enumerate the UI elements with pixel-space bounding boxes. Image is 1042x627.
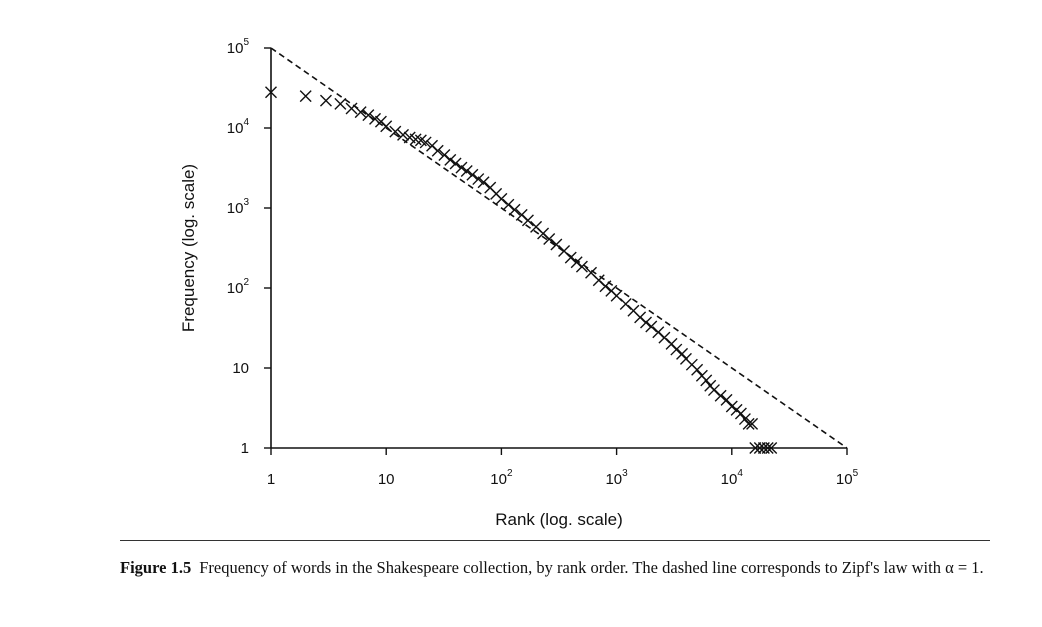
x-axis-title: Rank (log. scale) bbox=[495, 510, 623, 529]
axes bbox=[270, 48, 847, 449]
data-point bbox=[502, 198, 515, 211]
y-tick-label: 105 bbox=[227, 37, 250, 57]
caption-text: Frequency of words in the Shakespeare co… bbox=[199, 558, 984, 577]
data-point bbox=[362, 109, 375, 122]
x-tick-label: 105 bbox=[836, 468, 859, 488]
data-point bbox=[495, 192, 508, 205]
data-point bbox=[460, 165, 473, 178]
chart: 1 10 102 103 104 105 1 10 102 103 104 105 Rank (lo… bbox=[179, 37, 859, 529]
data-point bbox=[742, 417, 755, 430]
x-tick-label: 102 bbox=[490, 468, 513, 488]
caption-rule bbox=[120, 540, 990, 541]
data-point bbox=[521, 214, 534, 227]
x-tick-label: 103 bbox=[605, 468, 628, 488]
x-tick-label: 1 bbox=[267, 471, 275, 488]
data-point bbox=[640, 316, 653, 329]
data-point bbox=[550, 238, 563, 251]
data-point bbox=[409, 133, 422, 146]
data-point bbox=[334, 97, 347, 110]
data-point bbox=[746, 417, 759, 430]
y-axis-title: Frequency (log. scale) bbox=[179, 164, 198, 332]
data-point bbox=[738, 413, 751, 426]
data-point bbox=[380, 120, 393, 133]
y-tick-label: 10 bbox=[232, 360, 249, 377]
data-point bbox=[700, 374, 713, 387]
y-tick-label: 103 bbox=[227, 197, 250, 217]
data-point bbox=[472, 173, 485, 186]
data-point bbox=[676, 347, 689, 360]
data-point bbox=[449, 157, 462, 170]
data-point bbox=[734, 407, 747, 420]
data-point bbox=[707, 384, 720, 397]
data-point bbox=[455, 161, 468, 174]
data-point bbox=[508, 203, 521, 216]
data-point bbox=[444, 153, 457, 166]
data-point bbox=[397, 128, 410, 141]
y-ticks: 1 10 102 103 104 105 bbox=[227, 37, 271, 457]
data-point bbox=[564, 251, 577, 264]
caption-label: Figure 1.5 bbox=[120, 558, 192, 577]
data-point bbox=[543, 232, 556, 245]
x-tick-label: 10 bbox=[378, 471, 395, 488]
data-point bbox=[575, 260, 588, 273]
data-point bbox=[299, 90, 312, 103]
data-point bbox=[369, 112, 382, 125]
data-point bbox=[714, 389, 727, 402]
data-point bbox=[431, 144, 444, 157]
data-point bbox=[466, 168, 479, 181]
figure-caption: Figure 1.5 Frequency of words in the Shak… bbox=[120, 556, 1000, 579]
data-point bbox=[389, 125, 402, 138]
data-point bbox=[599, 280, 612, 293]
data-point bbox=[345, 102, 358, 115]
data-point bbox=[354, 106, 367, 119]
y-tick-label: 102 bbox=[227, 277, 250, 297]
data-point bbox=[319, 94, 332, 107]
data-point bbox=[645, 320, 658, 333]
data-point bbox=[419, 136, 432, 149]
data-point bbox=[670, 343, 683, 356]
data-point bbox=[619, 298, 632, 311]
x-ticks: 1 10 102 103 104 105 bbox=[267, 448, 859, 488]
data-point bbox=[691, 363, 704, 376]
data-point bbox=[720, 393, 733, 406]
x-tick-label: 104 bbox=[721, 468, 744, 488]
data-point bbox=[477, 176, 490, 189]
y-tick-label: 104 bbox=[227, 117, 250, 137]
data-point bbox=[438, 148, 451, 161]
y-tick-label: 1 bbox=[241, 440, 249, 457]
data-markers bbox=[265, 86, 778, 454]
